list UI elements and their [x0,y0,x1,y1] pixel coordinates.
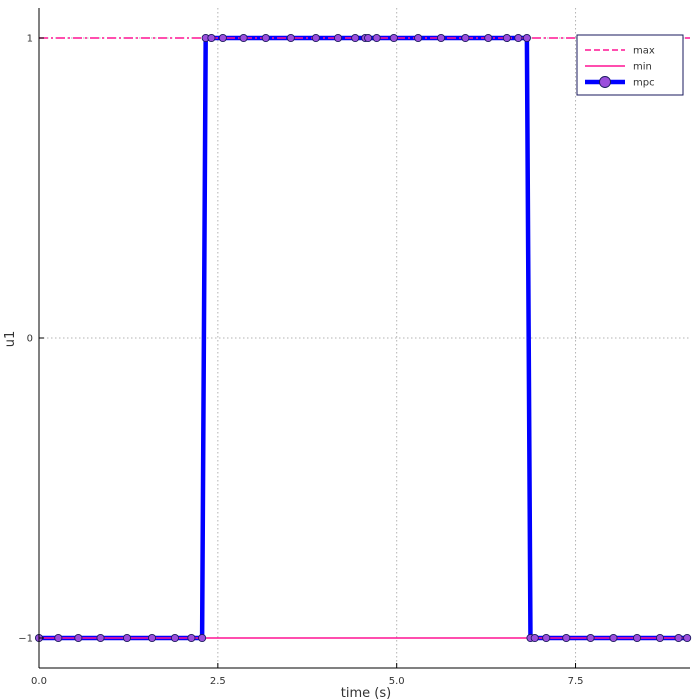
legend-label: max [633,46,655,57]
y-tick-label: −1 [18,634,33,645]
data-point-mpc [633,633,642,643]
data-point-mpc [239,33,248,43]
data-point-mpc [364,33,373,43]
x-tick-label: 2.5 [210,676,226,687]
data-point-mpc [683,633,692,643]
data-point-mpc [187,633,196,643]
data-point-mpc [372,33,381,43]
data-point-mpc [351,33,360,43]
data-point-mpc [542,633,551,643]
y-tick-label: 1 [27,34,33,45]
data-point-mpc [54,633,63,643]
data-point-mpc [562,633,571,643]
data-point-mpc [147,633,157,643]
data-point-mpc [586,633,595,643]
data-point-mpc [198,633,207,643]
data-point-mpc [414,33,423,43]
plot-lines [34,33,692,643]
data-point-mpc [311,33,320,43]
data-point-mpc [261,33,270,43]
legend-label: min [633,62,652,73]
axes [38,8,690,669]
legend: max min mpc [576,34,684,96]
data-point-mpc [170,633,179,643]
legend-entry-max: max [585,46,655,57]
data-point-mpc [436,33,446,43]
data-point-mpc [609,633,618,643]
data-point-mpc [207,33,216,43]
data-point-mpc [74,633,83,643]
tick-labels: 0.0 2.5 5.0 7.5 −1 0 1 [18,34,583,688]
x-tick-label: 7.5 [568,676,584,687]
data-point-mpc [484,33,493,43]
data-point-mpc [522,33,531,43]
data-point-mpc [461,33,470,43]
data-point-mpc [286,33,295,43]
legend-entries: max min mpc [585,46,655,89]
y-axis-label: u1 [3,331,18,348]
legend-box [576,34,684,96]
y-tick-label: 0 [27,334,33,345]
x-tick-label: 0.0 [31,676,47,687]
legend-label: mpc [633,78,655,89]
x-tick-label: 5.0 [389,676,405,687]
legend-entry-mpc: mpc [585,76,655,89]
legend-entry-min: min [585,62,652,73]
grid [39,8,690,668]
data-point-mpc [530,633,539,643]
data-point-mpc [333,33,343,43]
data-point-mpc [674,633,683,643]
data-point-mpc [122,633,132,643]
data-point-mpc [502,33,511,43]
data-point-mpc [96,633,105,643]
data-point-mpc [218,33,227,43]
x-axis-label: time (s) [341,686,391,700]
legend-marker-mpc [599,76,611,88]
data-point-mpc [514,33,523,43]
data-point-mpc [389,33,398,43]
data-point-mpc [655,633,665,643]
